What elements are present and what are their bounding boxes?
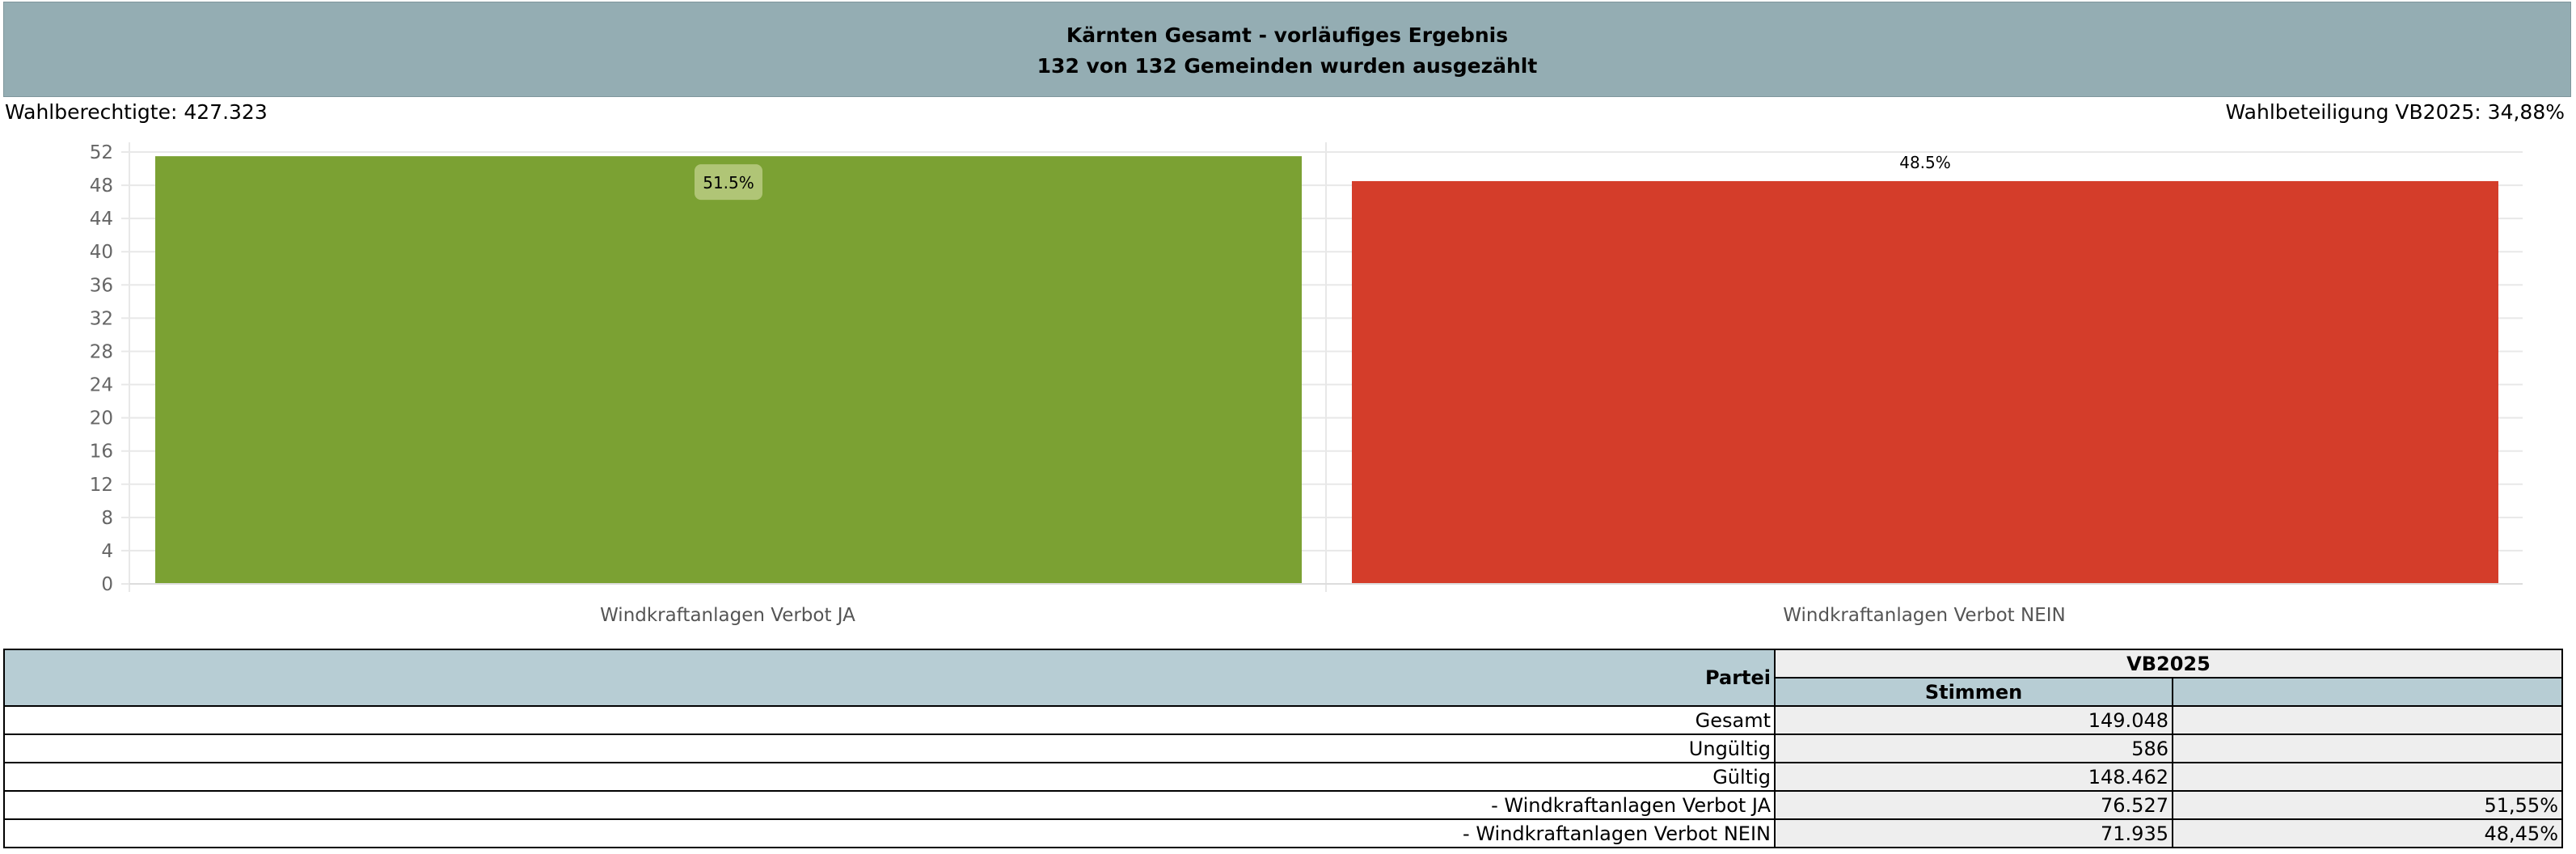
y-tick-label: 36	[90, 275, 113, 296]
row-percent: 51,55%	[2172, 790, 2563, 820]
y-tick-label: 48	[90, 175, 113, 197]
y-tick-label: 0	[101, 574, 113, 595]
results-header: Kärnten Gesamt - vorläufiges Ergebnis 13…	[3, 2, 2571, 97]
table-row: - Windkraftanlagen Verbot NEIN 71.935 48,4…	[3, 818, 2563, 848]
header-partei: Partei	[3, 649, 1776, 707]
y-tick-label: 44	[90, 209, 113, 230]
y-tick-label: 24	[90, 375, 113, 396]
row-percent: 48,45%	[2172, 818, 2563, 848]
row-votes: 76.527	[1774, 790, 2173, 820]
data-label-box	[695, 164, 762, 201]
row-percent	[2172, 762, 2563, 792]
data-label: 48.5%	[1899, 153, 1951, 172]
turnout: Wahlbeteiligung VB2025: 34,88%	[2225, 100, 2565, 124]
row-label: Gesamt	[3, 705, 1776, 735]
y-tick-label: 28	[90, 341, 113, 362]
y-tick-label: 52	[90, 142, 113, 163]
y-tick-label: 32	[90, 308, 113, 329]
x-category-label: Windkraftanlagen Verbot JA	[600, 605, 855, 626]
header-vb2025: VB2025	[1774, 649, 2563, 679]
header-stimmen: Stimmen	[1774, 677, 2173, 707]
results-bar-chart: 048121620242832364044485251.5%Windkrafta…	[90, 142, 2523, 626]
y-tick-label: 16	[90, 442, 113, 463]
row-percent	[2172, 734, 2563, 763]
row-label: Gültig	[3, 762, 1776, 792]
table-row: Ungültig 586	[3, 734, 2563, 763]
row-label: Ungültig	[3, 734, 1776, 763]
row-label: - Windkraftanlagen Verbot NEIN	[3, 818, 1776, 848]
row-votes: 148.462	[1774, 762, 2173, 792]
data-label: 51.5%	[703, 173, 754, 192]
bar-nein	[1352, 180, 2498, 584]
table-row: Gesamt 149.048	[3, 705, 2563, 735]
header-percent	[2172, 677, 2563, 707]
y-tick-label: 40	[90, 242, 113, 263]
row-label: - Windkraftanlagen Verbot JA	[3, 790, 1776, 820]
y-tick-label: 20	[90, 408, 113, 429]
header-subtitle: 132 von 132 Gemeinden wurden ausgezählt	[1037, 54, 1538, 78]
row-votes: 71.935	[1774, 818, 2173, 848]
eligible-voters: Wahlberechtigte: 427.323	[5, 100, 268, 124]
x-category-label: Windkraftanlagen Verbot NEIN	[1783, 605, 2065, 626]
header-title: Kärnten Gesamt - vorläufiges Ergebnis	[1066, 23, 1509, 47]
results-table: Partei VB2025 Stimmen Gesamt 149.048 Ungül…	[3, 649, 2563, 848]
table-row: Gültig 148.462	[3, 762, 2563, 792]
row-votes: 586	[1774, 734, 2173, 763]
table-row: - Windkraftanlagen Verbot JA 76.527 51,55%	[3, 790, 2563, 820]
y-tick-label: 8	[101, 508, 113, 529]
row-votes: 149.048	[1774, 705, 2173, 735]
y-tick-label: 4	[101, 541, 113, 562]
row-percent	[2172, 705, 2563, 735]
bar-ja	[155, 156, 1302, 584]
y-tick-label: 12	[90, 475, 113, 496]
